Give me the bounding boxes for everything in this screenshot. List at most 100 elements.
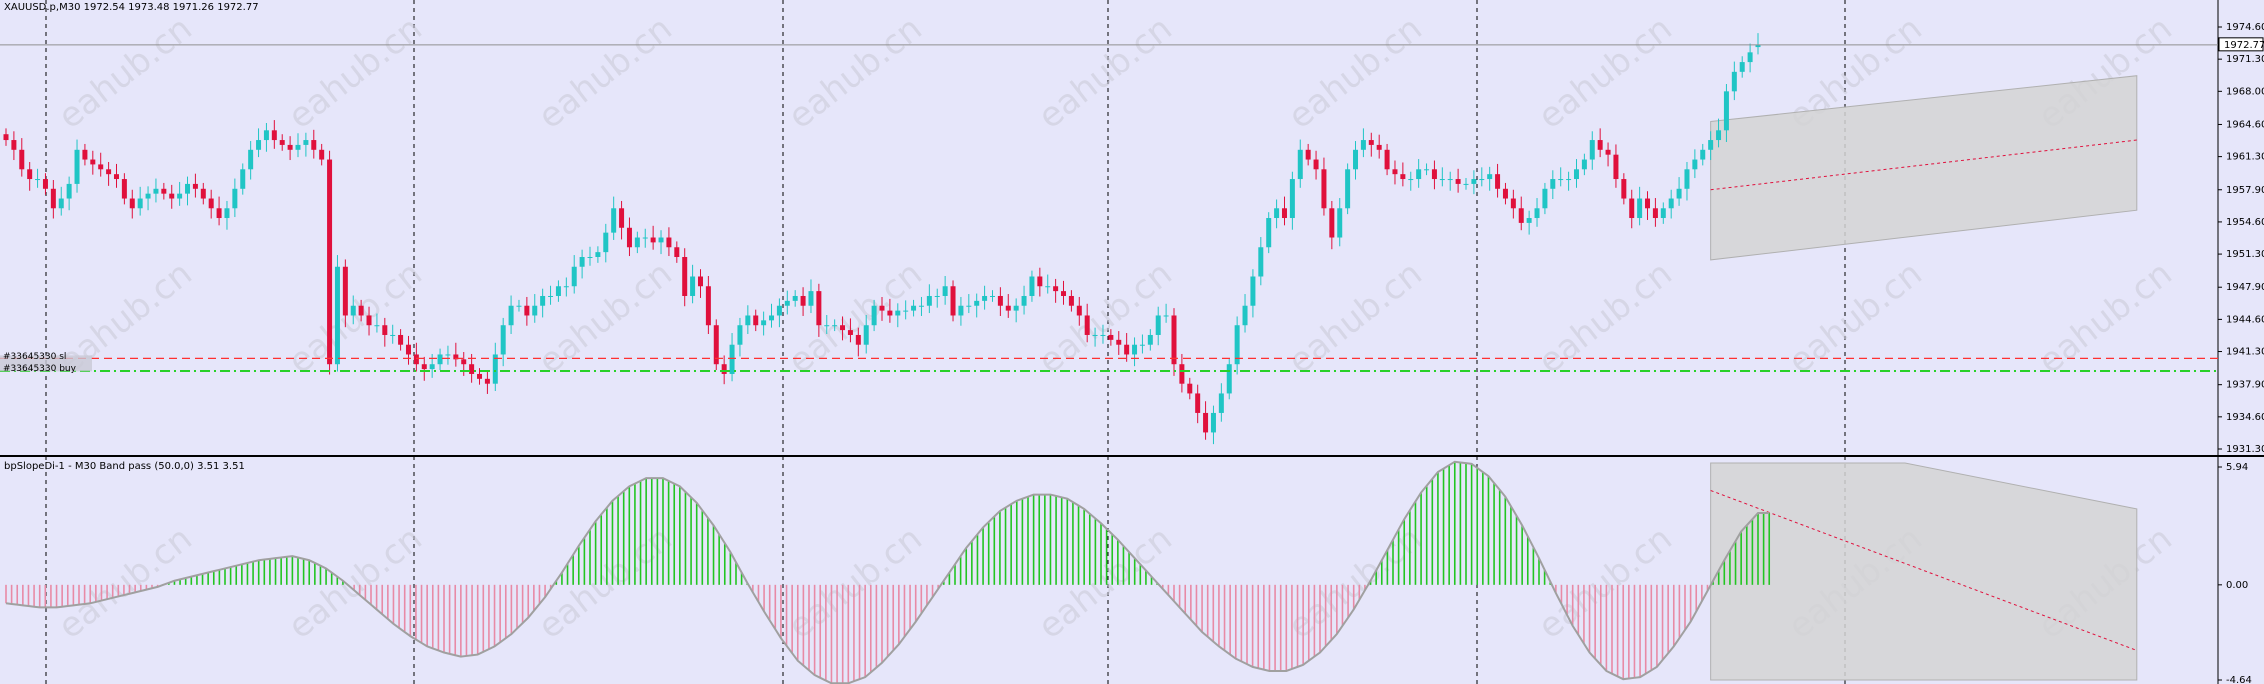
candle-bull: [982, 285, 988, 310]
candle-bear: [816, 283, 822, 337]
candle-bear: [113, 163, 119, 188]
candle-bull: [863, 314, 869, 354]
candle-bear: [1203, 401, 1209, 440]
order-lines: [0, 44, 2218, 373]
candle-bull: [1100, 324, 1106, 344]
candle-bear: [847, 318, 853, 343]
candle-bull: [1289, 171, 1295, 230]
candle-bear: [1084, 303, 1090, 343]
candle-bull: [571, 255, 577, 294]
candle-bear: [1455, 168, 1461, 193]
candle-bull: [508, 295, 514, 334]
candle-bull: [745, 305, 751, 334]
candle-bull: [1463, 178, 1469, 190]
watermark-text: eahub.cn: [281, 254, 430, 382]
candle-bull: [942, 276, 948, 305]
candle-bull: [769, 303, 775, 328]
indicator-tick-label: 5.94: [2226, 462, 2248, 473]
candle-bull: [1471, 170, 1477, 195]
indicator-tick-label: -4.64: [2226, 675, 2252, 684]
candle-bear: [106, 161, 112, 186]
bandpass-curve: [5, 460, 1770, 684]
candle-bull: [1297, 139, 1303, 188]
candle-bull: [548, 285, 554, 305]
candle-bear: [129, 189, 135, 219]
candle-bull: [918, 296, 924, 316]
candle-bull: [1755, 33, 1761, 55]
candle-bear: [90, 150, 96, 175]
candle-bear: [382, 317, 388, 347]
candle-bull: [1479, 167, 1485, 187]
price-tick-label: 1934.60: [2226, 412, 2264, 423]
current-price-tag: 1972.77: [2218, 37, 2264, 52]
candle-bear: [161, 182, 167, 200]
candle-bull: [1353, 141, 1359, 180]
candle-bear: [1124, 333, 1130, 362]
candle-bull: [295, 133, 301, 158]
candle-bull: [177, 181, 183, 206]
price-axis: 1974.60 1971.30 1968.00 1964.60 1961.30 1957.…: [2218, 22, 2264, 684]
candle-bear: [887, 298, 893, 323]
candle-bear: [840, 316, 846, 341]
candle-bull: [1684, 161, 1690, 201]
price-tick-label: 1954.60: [2226, 217, 2264, 228]
candle-bear: [169, 184, 175, 209]
candle-bull: [540, 288, 546, 318]
candle-bear: [1605, 142, 1611, 167]
candle-bear: [713, 319, 719, 371]
price-tick-label: 1947.90: [2226, 282, 2264, 293]
candle-bear: [366, 306, 372, 336]
candle-bull: [74, 139, 80, 193]
price-tick-label: 1974.60: [2226, 22, 2264, 33]
candle-bull: [58, 186, 64, 216]
sl-order-label: #33645330 sl: [3, 352, 66, 362]
candle-bull: [658, 230, 664, 255]
candle-bull: [563, 277, 569, 297]
candle-bull: [690, 264, 696, 304]
candle-bull: [1021, 285, 1027, 315]
candle-bear: [27, 161, 33, 191]
candle-bull: [1029, 270, 1035, 302]
candle-bull: [1708, 131, 1714, 161]
candle-bear: [82, 143, 88, 166]
candle-bear: [342, 259, 348, 328]
candle-bull: [1660, 202, 1666, 224]
candle-bear: [674, 241, 680, 263]
candle-bull: [1092, 327, 1098, 347]
watermark-text: eahub.cn: [1781, 254, 1930, 382]
candle-bear: [1053, 278, 1059, 303]
price-tick-label: 1951.30: [2226, 249, 2264, 260]
candle-bear: [1187, 377, 1193, 400]
candle-bull: [792, 290, 798, 307]
candle-bear: [1037, 267, 1043, 297]
candle-bull: [516, 299, 522, 312]
watermark-text: eahub.cn: [1531, 9, 1680, 137]
buy-order-label: #33645330 buy: [3, 364, 77, 374]
candle-bear: [1329, 200, 1335, 250]
candle-bear: [50, 180, 56, 219]
candle-bear: [650, 225, 656, 250]
candle-bull: [634, 231, 640, 254]
candle-bear: [705, 276, 711, 334]
candle-bull: [595, 246, 601, 263]
candle-bull: [1581, 153, 1587, 176]
candle-bear: [1597, 128, 1603, 158]
candle-bull: [911, 299, 917, 317]
candle-bull: [1226, 358, 1232, 400]
candle-bull: [1542, 182, 1548, 215]
candle-bear: [626, 217, 632, 257]
candle-bear: [398, 329, 404, 351]
candle-bull: [737, 317, 743, 357]
watermark-text: eahub.cn: [1281, 254, 1430, 382]
candle-bull: [153, 178, 159, 203]
symbol-header: XAUUSD.p,M30 1972.54 1973.48 1971.26 197…: [4, 2, 259, 13]
candle-bull: [1573, 159, 1579, 188]
candle-bear: [1179, 353, 1185, 393]
candle-bull: [1739, 56, 1745, 78]
candle-bear: [1321, 157, 1327, 216]
regression-channel: [1710, 75, 2138, 681]
candle-bull: [1345, 163, 1351, 215]
candle-bull: [1132, 337, 1138, 367]
